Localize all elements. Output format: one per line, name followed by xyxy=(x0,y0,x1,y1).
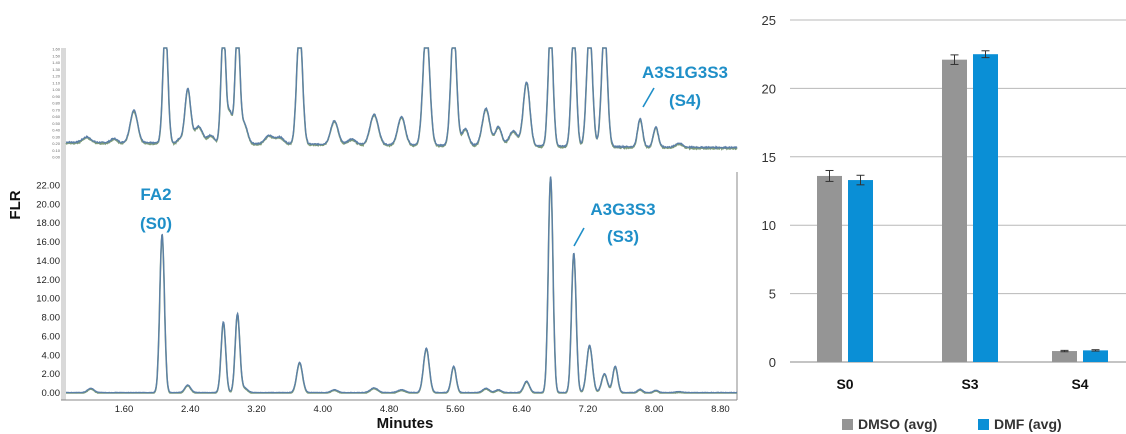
lower-y-tick-label: 8.00 xyxy=(42,313,61,324)
lower-y-tick-label: 20.00 xyxy=(36,199,60,210)
upper-y-tick-labels: 0.00 0.10 0.20 0.300.40 0.50 0.60 0.700.80 0.90… xyxy=(52,47,61,160)
error-bar-s3-dmso xyxy=(950,54,959,65)
error-bar-s4-dmso xyxy=(1060,349,1069,353)
upper-y-tick-label: 1.50 xyxy=(52,53,61,58)
upper-y-tick-label: 0.60 xyxy=(52,114,61,119)
bar-chart-y-tick-labels: 0 5 10 15 20 25 xyxy=(762,13,776,370)
lower-y-tick-labels: 0.00 2.00 4.00 6.00 8.00 10.00 12.00 14.00 16.00… xyxy=(36,180,60,399)
peak-annotations: FA2 (S0) A3G3S3 (S3) A3S1G3S3 (S4) xyxy=(140,63,728,247)
lower-y-tick-label: 10.00 xyxy=(36,294,60,305)
upper-y-tick-label: 1.10 xyxy=(52,80,61,85)
lower-y-tick-label: 16.00 xyxy=(36,237,60,248)
lower-y-tick-label: 18.00 xyxy=(36,218,60,229)
peak-label-s4-name: A3S1G3S3 xyxy=(642,63,728,82)
upper-y-tick-label: 1.40 xyxy=(52,60,61,65)
upper-y-tick-label: 0.30 xyxy=(52,134,61,139)
upper-y-tick-label: 1.60 xyxy=(52,47,61,52)
bar-y-tick-label: 20 xyxy=(762,81,776,96)
x-tick-label: 4.00 xyxy=(314,404,333,415)
legend-label-dmf: DMF (avg) xyxy=(994,416,1062,432)
bar-s3-dmf xyxy=(973,54,998,362)
error-bar-s3-dmf xyxy=(981,50,990,59)
lower-y-tick-label: 14.00 xyxy=(36,256,60,267)
chromatogram-frame xyxy=(61,48,738,401)
x-tick-label: 7.20 xyxy=(579,404,598,415)
peak-label-s0-code: (S0) xyxy=(140,214,172,233)
error-bar-s0-dmf xyxy=(856,174,865,186)
bar-s4-dmso xyxy=(1052,351,1077,362)
x-tick-label: 1.60 xyxy=(115,404,134,415)
x-tick-label: 3.20 xyxy=(247,404,266,415)
lower-y-tick-label: 0.00 xyxy=(42,388,61,399)
peak-label-s3-code: (S3) xyxy=(607,227,639,246)
bar-category-label: S4 xyxy=(1071,376,1088,392)
bar-s0-dmso xyxy=(817,175,842,362)
bar-chart-bars xyxy=(817,54,1108,363)
chromatogram-y-axis-title: FLR xyxy=(7,190,24,219)
error-bar-s0-dmso xyxy=(825,169,834,182)
bar-s4-dmf xyxy=(1083,350,1108,362)
lower-y-tick-label: 2.00 xyxy=(42,369,61,380)
bar-y-tick-label: 25 xyxy=(762,13,776,28)
peak-label-s3-name: A3G3S3 xyxy=(590,200,655,219)
upper-trace xyxy=(65,47,738,150)
bar-category-label: S3 xyxy=(961,376,978,392)
upper-y-tick-label: 1.30 xyxy=(52,67,61,72)
bar-chart-error-bars xyxy=(825,50,1100,353)
peak-pointer-s3 xyxy=(573,227,585,247)
legend-label-dmso: DMSO (avg) xyxy=(858,416,937,432)
x-tick-label: 8.00 xyxy=(645,404,664,415)
lower-y-tick-label: 4.00 xyxy=(42,350,61,361)
upper-y-tick-label: 0.40 xyxy=(52,128,61,133)
bar-y-tick-label: 15 xyxy=(762,150,776,165)
error-bar-s4-dmf xyxy=(1091,349,1100,352)
upper-y-tick-label: 0.70 xyxy=(52,107,61,112)
x-tick-label: 2.40 xyxy=(181,404,200,415)
bar-category-label: S0 xyxy=(836,376,853,392)
x-tick-label: 4.80 xyxy=(380,404,399,415)
x-tick-label: 6.40 xyxy=(512,404,531,415)
legend-swatch-dmf xyxy=(978,419,989,430)
upper-y-tick-label: 1.00 xyxy=(52,87,61,92)
x-tick-label: 8.80 xyxy=(711,404,730,415)
chromatogram-traces xyxy=(65,47,738,394)
bar-chart-category-labels: S0 S3 S4 xyxy=(836,376,1088,392)
upper-y-tick-label: 0.00 xyxy=(52,155,61,160)
upper-y-tick-label: 1.20 xyxy=(52,74,61,79)
lower-trace xyxy=(66,176,738,394)
upper-y-tick-label: 0.50 xyxy=(52,121,61,126)
peak-label-s4-code: (S4) xyxy=(669,91,701,110)
peak-label-s0-name: FA2 xyxy=(140,185,171,204)
peak-pointer-s4 xyxy=(642,87,655,108)
x-tick-labels: 1.60 2.40 3.20 4.00 4.80 5.60 6.40 7.20 8.00 8.80 xyxy=(115,404,730,415)
bar-y-tick-label: 0 xyxy=(769,355,776,370)
upper-y-tick-label: 0.80 xyxy=(52,101,61,106)
upper-y-tick-label: 0.90 xyxy=(52,94,61,99)
legend-swatch-dmso xyxy=(842,419,853,430)
x-tick-label: 5.60 xyxy=(446,404,465,415)
chromatogram-left-bar xyxy=(61,48,66,400)
lower-y-tick-label: 22.00 xyxy=(36,180,60,191)
bar-chart-legend: DMSO (avg) DMF (avg) xyxy=(842,416,1062,432)
bar-s0-dmf xyxy=(848,180,873,362)
lower-y-tick-label: 6.00 xyxy=(42,331,61,342)
bar-y-tick-label: 10 xyxy=(762,218,776,233)
upper-y-tick-label: 0.10 xyxy=(52,148,61,153)
bar-y-tick-label: 5 xyxy=(769,287,776,302)
chromatogram-x-axis-title: Minutes xyxy=(377,415,434,432)
bar-s3-dmso xyxy=(942,59,967,363)
lower-y-tick-label: 12.00 xyxy=(36,275,60,286)
upper-y-tick-label: 0.20 xyxy=(52,141,61,146)
